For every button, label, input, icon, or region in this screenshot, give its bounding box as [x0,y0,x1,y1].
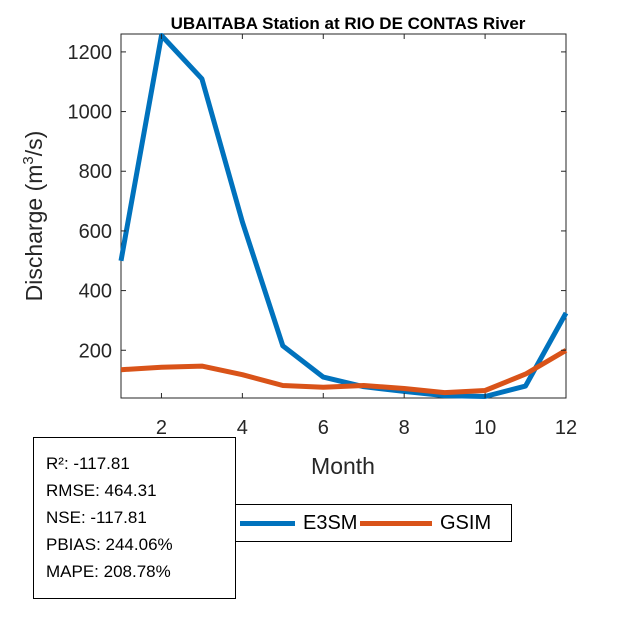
y-axis-label-sup: 3 [20,156,37,164]
stat-r2: R²: -117.81 [46,454,130,473]
y-axis-label: Discharge (m3/s) [20,131,47,302]
legend-label-e3sm: E3SM [303,511,358,534]
stats-box: R²: -117.81 RMSE: 464.31 NSE: -117.81 PB… [33,437,236,599]
legend: E3SM GSIM [235,504,512,542]
x-tick-label: 12 [555,417,577,439]
legend-swatch-e3sm [240,520,295,526]
chart-title: UBAITABA Station at RIO DE CONTAS River [171,14,526,33]
legend-item-gsim: GSIM [360,505,491,541]
stat-mape: MAPE: 208.78% [46,562,171,581]
series-line-e3sm [118,33,569,399]
legend-label-gsim: GSIM [440,511,492,534]
x-tick-label: 8 [399,417,410,439]
series-line-gsim [120,348,568,396]
y-axis-label-end: /s) [21,131,47,157]
y-tick-label: 200 [79,340,112,362]
stat-rmse: RMSE: 464.31 [46,481,157,500]
x-tick-label: 2 [156,417,167,439]
x-axis-label: Month [311,453,375,479]
y-tick-label: 400 [79,281,112,303]
plot-area [120,33,567,399]
legend-swatch-gsim [360,520,432,526]
y-tick-label: 1000 [68,102,113,124]
y-tick-label: 600 [79,221,112,243]
legend-item-e3sm: E3SM [240,505,357,541]
x-tick-label: 6 [318,417,329,439]
x-tick-label: 4 [237,417,248,439]
stat-pbias: PBIAS: 244.06% [46,535,173,554]
y-axis-label-base: Discharge (m [21,165,47,302]
y-tick-label: 1200 [68,42,113,64]
x-tick-label: 10 [474,417,496,439]
y-tick-label: 800 [79,161,112,183]
stat-nse: NSE: -117.81 [46,508,147,527]
